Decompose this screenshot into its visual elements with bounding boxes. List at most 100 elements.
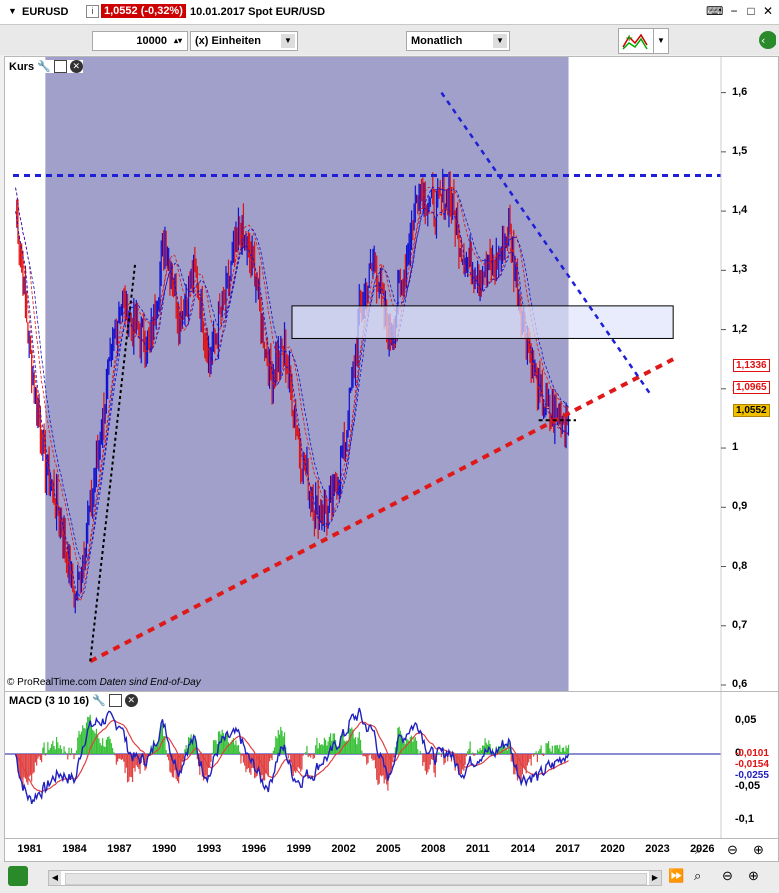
symbol-label[interactable]: EURUSD [22,6,69,18]
minimize-icon[interactable]: − [730,4,738,18]
x-tick-label: 2017 [555,843,581,855]
x-tick-label: 2026 [690,843,715,855]
macd-y-tick-label: 0,05 [735,714,757,726]
svg-text:‹: ‹ [761,34,765,47]
quantity-stepper[interactable]: ▴▾ [171,34,185,48]
x-tick-label: 1984 [62,843,87,855]
macd-value-3: -0,0255 [735,770,769,781]
moving-average-line [15,206,569,602]
keyboard-icon[interactable]: ⌨ [706,4,724,18]
macd-value-1: -0,0101 [735,748,769,759]
zoom-in-icon[interactable]: ⊕ [748,868,759,883]
x-tick-label: 1990 [151,843,177,855]
moving-average-line [15,186,569,565]
macd-chart[interactable] [5,692,778,838]
y-tick-label: 0,9 [732,500,748,513]
y-tick-label: 1,2 [732,322,748,335]
close-icon[interactable]: ✕ [762,4,774,18]
svg-text:+: + [625,33,633,44]
bottom-bar: ◀ ▶ ⏩ ⌕ ⊖ ⊕ [0,862,779,893]
wrench-icon[interactable]: 🔧 [92,695,106,707]
price-change-badge: 1,0552 (-0,32%) [101,4,186,18]
date-info: 10.01.2017 Spot EUR/USD [190,6,326,18]
scrollbar-thumb[interactable] [65,873,647,885]
chevron-down-icon[interactable]: ▼ [493,34,507,48]
zoom-out-icon[interactable]: ⊖ [722,868,733,883]
x-tick-label: 1999 [286,843,311,855]
macd-y-tick-label: 0 [735,747,742,759]
go-end-icon[interactable]: ⏩ [668,868,685,883]
indicators-dropdown-icon[interactable]: ▼ [653,28,669,54]
wrench-icon[interactable]: 🔧 [37,61,51,73]
macd-line [14,707,570,805]
last-price-tag: 1,0552 [733,404,770,417]
ma2-value-tag: 1,0965 [733,381,770,394]
copyright-note: © ProRealTime.com Daten sind End-of-Day [7,677,201,688]
zoom-area-icon[interactable]: ⌕ [695,842,703,857]
x-tick-label: 1993 [196,843,222,855]
uptrend-line [89,264,137,662]
window-icon[interactable] [108,694,122,707]
title-bar: ▼ EURUSD i 1,0552 (-0,32%) 10.01.2017 Sp… [0,0,779,25]
support-trendline [89,357,675,664]
macd-y-tick-label: -0,1 [735,813,754,825]
unit-value: (x) Einheiten [195,35,262,47]
x-tick-label: 1987 [107,843,132,855]
x-tick-label: 1996 [241,843,267,855]
y-tick-label: 0,8 [732,559,748,572]
side-panel-toggle[interactable]: ‹ [756,28,777,52]
indicators-button[interactable]: + [618,28,654,54]
x-tick-label: 2014 [510,843,536,855]
macd-panel: MACD (3 10 16) 🔧 ✕ 0,05 0 -0,05 -0,1 -0,010… [4,691,779,839]
x-tick-label: 2020 [600,843,625,855]
eod-note: Daten sind End-of-Day [99,677,201,688]
side-panel-icon: ‹ [759,31,777,49]
period-value: Monatlich [411,35,463,47]
window-icon[interactable] [53,60,67,73]
price-panel-header: Kurs 🔧 ✕ [9,60,83,73]
zoom-in-icon[interactable]: ⊕ [753,842,764,857]
info-icon[interactable]: i [86,5,99,18]
y-tick-label: 1,5 [732,144,748,157]
y-tick-label: 0,6 [732,678,748,690]
downtrend-line [440,91,652,396]
symbol-dropdown-icon[interactable]: ▼ [8,6,17,16]
scrollbar-track[interactable]: ◀ ▶ [48,870,662,886]
x-tick-label: 2023 [645,843,670,855]
x-tick-label: 2008 [421,843,446,855]
period-select[interactable]: Monatlich ▼ [406,31,510,51]
x-tick-label: 2005 [376,843,401,855]
chevron-down-icon[interactable]: ▼ [281,34,295,48]
toolbar: 10000 ▴▾ (x) Einheiten ▼ Monatlich ▼ + ▼… [0,25,779,55]
navigate-icon[interactable] [8,866,28,886]
quantity-input[interactable]: 10000 ▴▾ [92,31,188,51]
y-tick-label: 1,6 [732,85,748,98]
zoom-area-icon[interactable]: ⌕ [694,868,702,883]
macd-panel-title: MACD (3 10 16) [9,694,90,707]
x-tick-label: 1981 [17,843,42,855]
macd-y-tick-label: -0,05 [735,780,761,792]
copyright-text: © ProRealTime.com [7,677,97,688]
x-axis: 1981 1984 1987 1990 1993 1996 1999 2002 2005 2008… [4,838,779,862]
ma1-value-tag: 1,1336 [733,359,770,372]
unit-select[interactable]: (x) Einheiten ▼ [190,31,298,51]
shaded-period [45,57,569,691]
moving-average-line [15,185,569,570]
rectangle-zone [291,305,674,339]
maximize-icon[interactable]: □ [747,4,755,18]
price-panel: Kurs 🔧 ✕ © ProRealTime.com Daten sind En… [4,56,779,692]
macd-panel-header: MACD (3 10 16) 🔧 ✕ [9,694,138,707]
zoom-out-icon[interactable]: ⊖ [727,842,738,857]
scroll-right-icon[interactable]: ▶ [649,871,661,885]
macd-value-2: -0,0154 [735,759,769,770]
y-tick-label: 1 [732,441,739,454]
x-tick-label: 2002 [331,843,356,855]
close-panel-icon[interactable]: ✕ [124,694,138,707]
x-tick-label: 2011 [465,843,490,855]
scroll-left-icon[interactable]: ◀ [49,871,61,885]
indicators-icon: + [622,33,648,50]
close-panel-icon[interactable]: ✕ [69,60,83,73]
quantity-value: 10000 [136,35,167,47]
price-chart[interactable] [5,57,778,691]
y-tick-label: 1,3 [732,263,748,276]
